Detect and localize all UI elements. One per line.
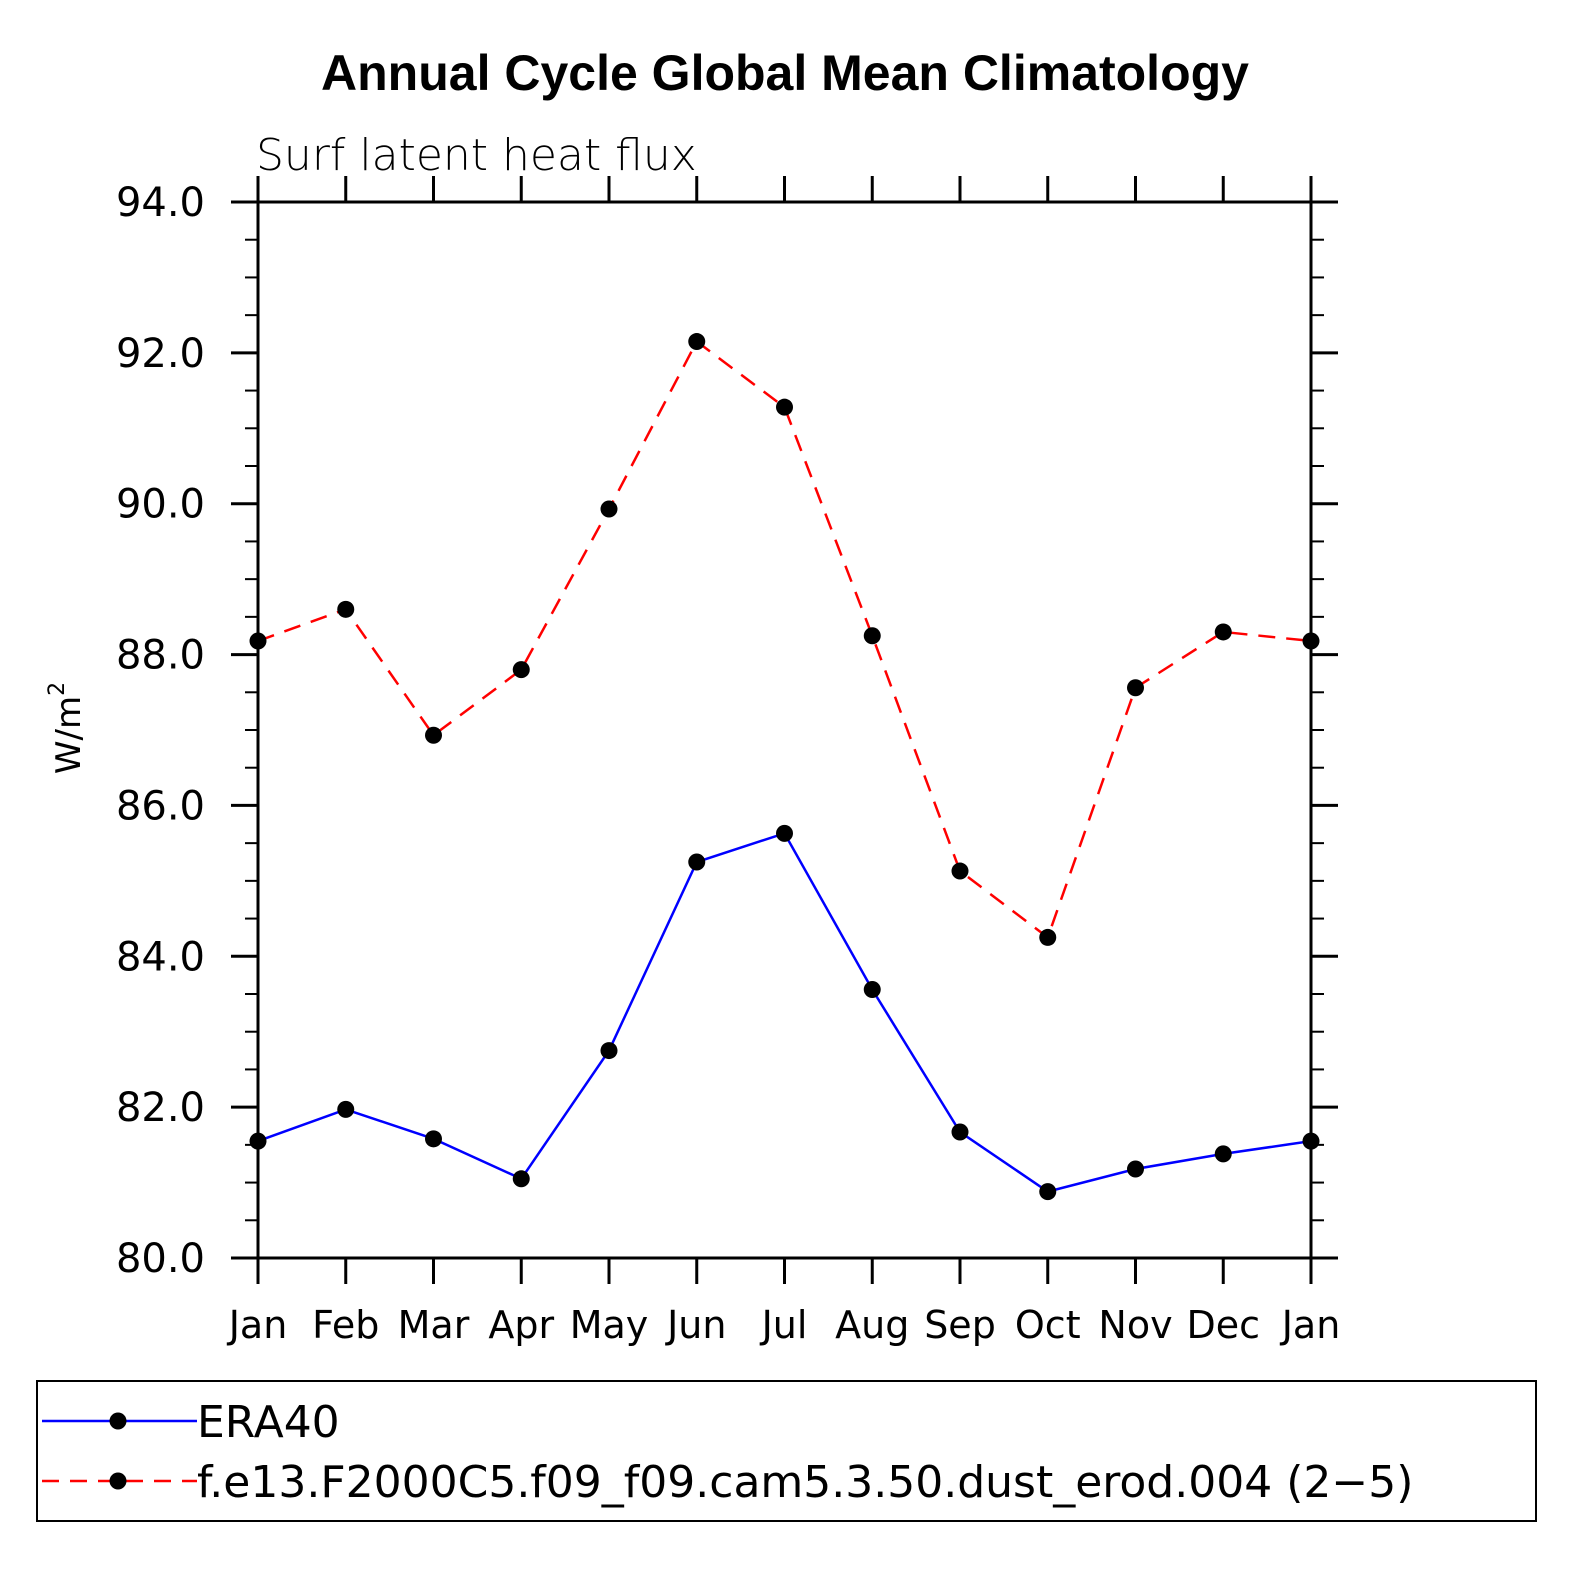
data-point-series-1	[1039, 928, 1057, 946]
data-point-series-1	[425, 726, 442, 744]
chart-subtitle: Surf latent heat flux	[256, 130, 697, 181]
x-tick-label: Sep	[924, 1303, 996, 1347]
data-point-series-0	[776, 824, 793, 842]
legend-marker-era40	[109, 1412, 127, 1430]
y-tick-label: 84.0	[116, 934, 205, 980]
y-tick-label: 90.0	[116, 482, 205, 528]
data-point-series-1	[249, 632, 267, 650]
x-tick-label: Oct	[1015, 1303, 1081, 1347]
data-point-series-0	[600, 1042, 618, 1060]
y-tick-label: 80.0	[116, 1236, 205, 1282]
data-point-series-1	[863, 627, 881, 645]
data-point-series-0	[1302, 1132, 1320, 1150]
y-tick-labels: 80.0 82.0 84.0 86.0 88.0 90.0 92.0 94.0	[116, 180, 205, 1282]
x-tick-label: Nov	[1098, 1303, 1172, 1347]
data-point-series-0	[1039, 1183, 1057, 1201]
data-point-series-0	[1214, 1145, 1232, 1163]
data-point-series-1	[1214, 623, 1232, 641]
y-tick-label: 86.0	[116, 783, 205, 829]
legend: ERA40 f.e13.F2000C5.f09_f09.cam5.3.50.du…	[36, 1380, 1537, 1522]
data-point-series-0	[512, 1170, 530, 1188]
series-layer	[249, 333, 1320, 1201]
axes	[231, 176, 1338, 1284]
data-point-series-0	[863, 980, 881, 998]
x-tick-labels: Jan Feb Mar Apr May Jun Jul Aug Sep Oct Nov Dec Jan	[227, 1303, 1341, 1347]
data-point-series-1	[951, 862, 969, 880]
data-point-series-1	[600, 500, 618, 518]
y-axis-label-base: W/m	[49, 696, 89, 774]
data-point-series-1	[1302, 632, 1320, 650]
x-tick-label: Aug	[835, 1303, 909, 1347]
data-point-series-1	[688, 333, 706, 351]
y-tick-label: 82.0	[116, 1085, 205, 1131]
data-point-series-1	[337, 600, 355, 618]
x-tick-label: Jan	[227, 1303, 288, 1347]
x-tick-label: Feb	[312, 1303, 379, 1347]
y-axis-label: W/m2	[45, 682, 89, 774]
x-tick-label: Apr	[488, 1303, 554, 1347]
y-tick-label: 92.0	[116, 331, 205, 377]
x-tick-label: May	[570, 1303, 649, 1347]
x-tick-label: Jun	[665, 1303, 726, 1347]
data-point-series-0	[688, 853, 706, 871]
data-point-series-0	[951, 1123, 969, 1141]
series-line-1	[257, 339, 1312, 940]
data-point-series-0	[1127, 1160, 1144, 1178]
data-point-series-0	[249, 1132, 267, 1150]
x-tick-label: Jul	[760, 1303, 808, 1347]
data-point-series-0	[425, 1130, 442, 1148]
legend-label-era40: ERA40	[197, 1397, 340, 1448]
legend-marker-model	[109, 1472, 127, 1490]
chart-title: Annual Cycle Global Mean Climatology	[321, 45, 1249, 101]
legend-box	[36, 1380, 1537, 1522]
data-point-series-0	[337, 1100, 355, 1118]
y-tick-label: 88.0	[116, 633, 205, 679]
plot-frame	[256, 200, 1313, 1260]
x-tick-label: Mar	[398, 1303, 470, 1347]
data-point-series-1	[1127, 679, 1144, 697]
data-point-series-1	[512, 661, 530, 679]
data-point-series-1	[776, 398, 793, 416]
y-axis-label-superscript: 2	[45, 682, 70, 696]
x-tick-label: Jan	[1280, 1303, 1341, 1347]
series-line-0	[257, 831, 1312, 1193]
legend-label-model: f.e13.F2000C5.f09_f09.cam5.3.50.dust_ero…	[197, 1457, 1413, 1508]
y-tick-label: 94.0	[116, 180, 205, 226]
x-tick-label: Dec	[1186, 1303, 1260, 1347]
